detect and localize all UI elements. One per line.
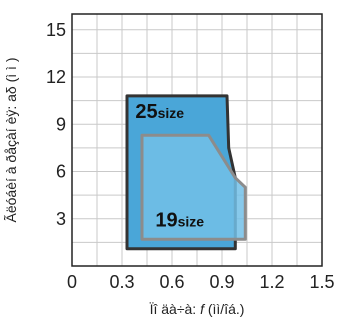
x-tick-label: 0.9 [209,272,234,292]
region-label-suffix: size [178,214,205,230]
y-axis-title: Ãëóáèí à ðåçàí èÿ: aδ (ì ì ) [3,58,19,223]
x-axis-title-prefix: Ïî äà÷à: [150,301,201,317]
x-axis-title-variable: f [200,301,206,317]
y-tick-label: 12 [46,67,66,87]
regions [125,94,247,251]
x-tick-label: 1.2 [259,272,284,292]
x-tick-label: 0.3 [109,272,134,292]
tick-labels: 0 0.3 0.6 0.9 1.2 1.5 3 6 9 12 15 [46,20,335,292]
plot-frame [71,13,323,267]
region-label-suffix: size [158,105,185,121]
x-tick-label: 0 [67,272,77,292]
region-label-number: 25 [135,101,157,123]
region-label-25size: 25size [135,101,184,123]
y-tick-label: 6 [56,162,66,182]
y-tick-label: 9 [56,114,66,134]
x-tick-label: 1.5 [309,272,334,292]
region-label-19size: 19size [155,210,204,232]
y-tick-label: 15 [46,20,66,40]
x-tick-label: 0.6 [159,272,184,292]
x-axis-title: Ïî äà÷à: f (ìì/îá.) [150,301,245,317]
x-axis-title-unit: (ìì/îá.) [204,301,244,317]
region-label-number: 19 [155,210,177,232]
region-19size [140,133,247,241]
y-tick-label: 3 [56,209,66,229]
